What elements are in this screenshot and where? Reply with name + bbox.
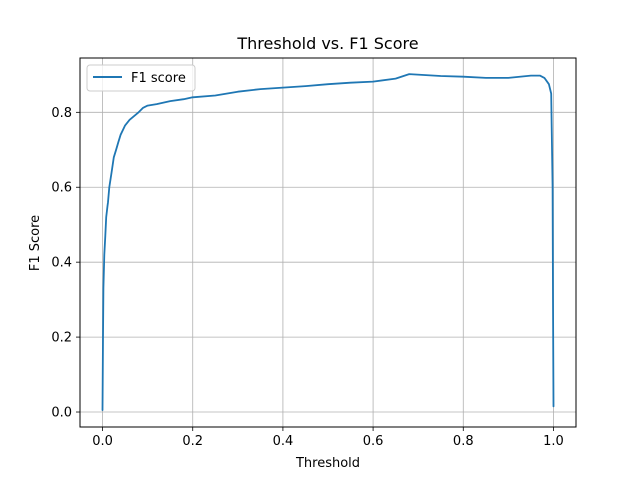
legend: F1 score xyxy=(86,64,196,92)
x-tick-label: 0.8 xyxy=(453,434,474,449)
x-tick-label: 0.6 xyxy=(363,434,384,449)
plot-frame xyxy=(79,57,577,428)
x-tick-label: 0.4 xyxy=(273,434,294,449)
x-axis-label: Threshold xyxy=(295,456,360,471)
y-tick-label: 0.6 xyxy=(51,181,72,196)
y-tick-label: 0.0 xyxy=(51,406,72,421)
chart-title: Threshold vs. F1 Score xyxy=(236,34,418,53)
x-tick-label: 1.0 xyxy=(543,434,564,449)
x-tick-label: 0.2 xyxy=(182,434,203,449)
legend-box xyxy=(86,64,196,92)
axis-ticks: 0.0 0.2 0.4 0.6 0.8 1.0 0.0 0.2 0.4 0.6 0.8 xyxy=(51,106,563,449)
series-line-f1-score xyxy=(101,73,555,412)
y-tick-label: 0.8 xyxy=(51,106,72,121)
y-tick-label: 0.2 xyxy=(51,331,72,346)
plot-area xyxy=(80,58,576,427)
y-tick-label: 0.4 xyxy=(51,256,72,271)
y-axis-label: F1 Score xyxy=(28,215,43,271)
x-tick-label: 0.0 xyxy=(92,434,113,449)
legend-label-f1-score: F1 score xyxy=(131,71,186,86)
series-layer xyxy=(101,73,555,412)
grid xyxy=(80,58,576,427)
